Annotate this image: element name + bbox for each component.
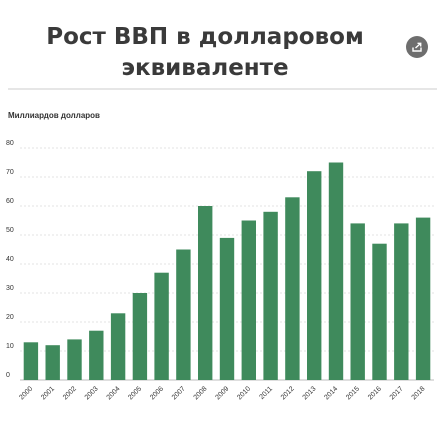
bar[interactable]	[394, 223, 409, 380]
bar[interactable]	[219, 237, 235, 380]
y-tick-label: 10	[6, 343, 14, 350]
y-tick-label: 50	[6, 227, 14, 234]
title-line-2: эквиваленте	[121, 55, 289, 81]
bar[interactable]	[176, 249, 191, 381]
bar[interactable]	[198, 206, 213, 380]
x-tick-label: 2012	[280, 385, 296, 401]
x-tick-label: 2007	[171, 385, 187, 401]
x-tick-label: 2002	[62, 385, 78, 401]
bar[interactable]	[415, 217, 431, 380]
bar[interactable]	[328, 162, 344, 381]
x-tick-label: 2009	[214, 385, 230, 401]
bar[interactable]	[110, 313, 126, 380]
bar[interactable]	[307, 171, 322, 380]
header-divider	[8, 88, 437, 90]
y-tick-label: 20	[6, 314, 14, 321]
y-axis-label: Миллиардов долларов	[8, 111, 100, 120]
x-tick-label: 2001	[40, 385, 56, 401]
x-tick-label: 2018	[411, 385, 427, 401]
bar[interactable]	[89, 330, 104, 380]
y-tick-label: 0	[6, 372, 10, 379]
x-tick-label: 2017	[389, 385, 405, 401]
x-tick-label: 2008	[193, 385, 209, 401]
bar[interactable]	[132, 293, 148, 380]
x-tick-label: 2006	[149, 385, 165, 401]
bar[interactable]	[154, 272, 169, 380]
y-tick-label: 30	[6, 285, 14, 292]
y-tick-label: 40	[6, 256, 14, 263]
x-tick-label: 2014	[323, 385, 339, 401]
bar[interactable]	[45, 345, 60, 380]
x-tick-label: 2005	[127, 385, 143, 401]
bar-chart: 0 10 20 30 40 50 60 70 80 2000 2001 2002 2003 2004 200…	[6, 140, 434, 401]
x-tick-label: 2000	[18, 385, 34, 401]
chart-title: Рост ВВП в долларовом эквиваленте	[20, 22, 390, 84]
share-icon	[412, 42, 422, 52]
bar[interactable]	[67, 339, 82, 380]
title-line-1: Рост ВВП в долларовом	[46, 24, 364, 50]
bar[interactable]	[23, 342, 39, 380]
x-tick-label: 2010	[236, 385, 252, 401]
y-tick-label: 60	[6, 198, 14, 205]
bar[interactable]	[372, 243, 387, 380]
x-tick-label: 2011	[258, 385, 274, 401]
x-tick-label: 2016	[367, 385, 383, 401]
bar[interactable]	[241, 220, 256, 381]
x-tick-label: 2013	[302, 385, 318, 401]
y-tick-label: 70	[6, 169, 14, 176]
x-tick-label: 2003	[84, 385, 100, 401]
x-tick-label: 2015	[345, 385, 361, 401]
bar[interactable]	[350, 223, 365, 380]
x-tick-label: 2004	[106, 385, 122, 401]
y-tick-label: 80	[6, 140, 14, 147]
bar[interactable]	[285, 197, 300, 380]
share-button[interactable]	[406, 36, 428, 58]
bar[interactable]	[263, 211, 278, 380]
